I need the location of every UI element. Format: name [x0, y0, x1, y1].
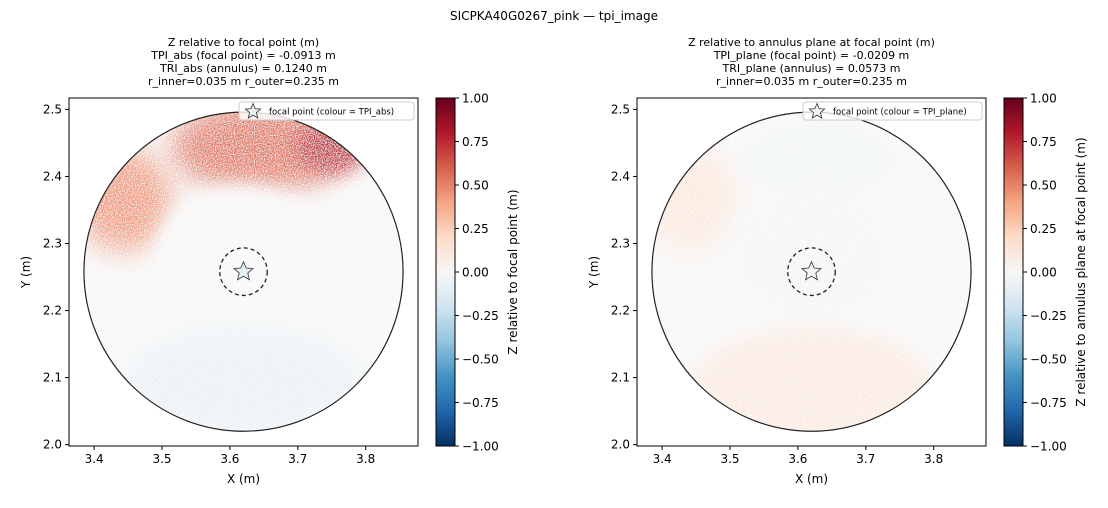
y-tick-label: 2.0 [611, 438, 630, 452]
colorbar-tick-label: 1.00 [462, 92, 489, 106]
chart-title-line: r_inner=0.035 m r_outer=0.235 m [716, 75, 907, 88]
chart-title-line: Z relative to annulus plane at focal poi… [688, 36, 935, 49]
x-tick-label: 3.7 [288, 452, 307, 466]
y-tick-label: 2.3 [43, 237, 62, 251]
legend: focal point (colour = TPI_plane) [802, 101, 983, 121]
axes-frame [636, 97, 987, 447]
colorbar-label: Z relative to annulus plane at focal poi… [1074, 137, 1088, 406]
legend-star-icon [808, 102, 826, 119]
focal-point-star [801, 260, 822, 281]
chart-title-line: TPI_abs (focal point) = -0.0913 m [150, 49, 336, 62]
y-tick-label: 2.1 [611, 371, 630, 385]
colorbar-tick-label: 0.00 [1030, 266, 1057, 280]
y-tick-label: 2.3 [611, 237, 630, 251]
y-tick-label: 2.2 [43, 304, 62, 318]
x-axis-label: X (m) [795, 472, 828, 486]
surface-region [83, 148, 172, 251]
colorbar-tick-label: −1.00 [1030, 440, 1067, 454]
surface-region [155, 183, 332, 328]
chart-title-line: TPI_plane (focal point) = -0.0209 m [713, 49, 910, 62]
y-tick-label: 2.0 [43, 438, 62, 452]
inner-annulus-circle [787, 247, 836, 297]
x-tick-label: 3.6 [220, 452, 239, 466]
axes-frame [68, 97, 419, 447]
colorbar-gradient [436, 98, 455, 446]
surface-region [691, 327, 932, 432]
x-tick-label: 3.8 [356, 452, 375, 466]
y-tick-label: 2.2 [611, 304, 630, 318]
colorbar-tick-label: −0.25 [1030, 309, 1067, 323]
colorbar-gradient [1004, 98, 1023, 446]
legend-label: focal point (colour = TPI_plane) [833, 108, 967, 118]
surface-region [723, 183, 900, 328]
legend-label: focal point (colour = TPI_abs) [269, 108, 394, 118]
legend-box [802, 101, 983, 121]
colorbar-tick-label: 0.00 [462, 266, 489, 280]
surface-region [296, 121, 367, 173]
colorbar-tick-label: 0.75 [462, 135, 489, 149]
panel-1: Z relative to focal point (m)TPI_abs (fo… [19, 36, 520, 486]
inner-annulus-circle [219, 247, 268, 297]
y-tick-label: 2.1 [43, 371, 62, 385]
legend-star-icon [244, 102, 262, 119]
x-tick-label: 3.5 [152, 452, 171, 466]
x-tick-label: 3.6 [788, 452, 807, 466]
colorbar-tick-label: −0.25 [462, 309, 499, 323]
x-tick-label: 3.4 [85, 452, 104, 466]
chart-title-line: TRI_abs (annulus) = 0.1240 m [159, 62, 327, 75]
surface-region [171, 112, 348, 192]
y-tick-label: 2.5 [43, 102, 62, 116]
chart-title-line: TRI_plane (annulus) = 0.0573 m [721, 62, 900, 75]
legend-box [238, 101, 415, 121]
chart-title-line: Z relative to focal point (m) [168, 36, 319, 49]
surface-region [651, 148, 740, 251]
x-tick-label: 3.7 [856, 452, 875, 466]
y-tick-label: 2.5 [611, 102, 630, 116]
surface-region [123, 327, 364, 432]
y-axis-label: Y (m) [587, 256, 601, 289]
x-tick-label: 3.8 [924, 452, 943, 466]
colorbar-tick-label: −1.00 [462, 440, 499, 454]
surface-region [739, 120, 900, 200]
x-tick-label: 3.5 [720, 452, 739, 466]
colorbar-tick-label: 0.50 [462, 179, 489, 193]
x-tick-label: 3.4 [653, 452, 672, 466]
colorbar-tick-label: 1.00 [1030, 92, 1057, 106]
chart-title-line: r_inner=0.035 m r_outer=0.235 m [148, 75, 339, 88]
colorbar-tick-label: 0.75 [1030, 135, 1057, 149]
y-axis-label: Y (m) [19, 256, 33, 289]
colorbar-tick-label: −0.50 [462, 353, 499, 367]
colorbar-label: Z relative to focal point (m) [506, 189, 520, 354]
legend: focal point (colour = TPI_abs) [238, 101, 415, 121]
colorbar-tick-label: 0.25 [462, 222, 489, 236]
y-tick-label: 2.4 [611, 169, 630, 183]
colorbar-tick-label: 0.50 [1030, 179, 1057, 193]
colorbar-tick-label: −0.75 [462, 396, 499, 410]
x-axis-label: X (m) [227, 472, 260, 486]
focal-point-star [233, 260, 254, 281]
colorbar-tick-label: 0.25 [1030, 222, 1057, 236]
colorbar-tick-label: −0.75 [1030, 396, 1067, 410]
y-tick-label: 2.4 [43, 169, 62, 183]
colorbar-tick-label: −0.50 [1030, 353, 1067, 367]
panel-2: Z relative to annulus plane at focal poi… [587, 36, 1088, 486]
figure-suptitle: SICPKA40G0267_pink — tpi_image [450, 9, 658, 23]
